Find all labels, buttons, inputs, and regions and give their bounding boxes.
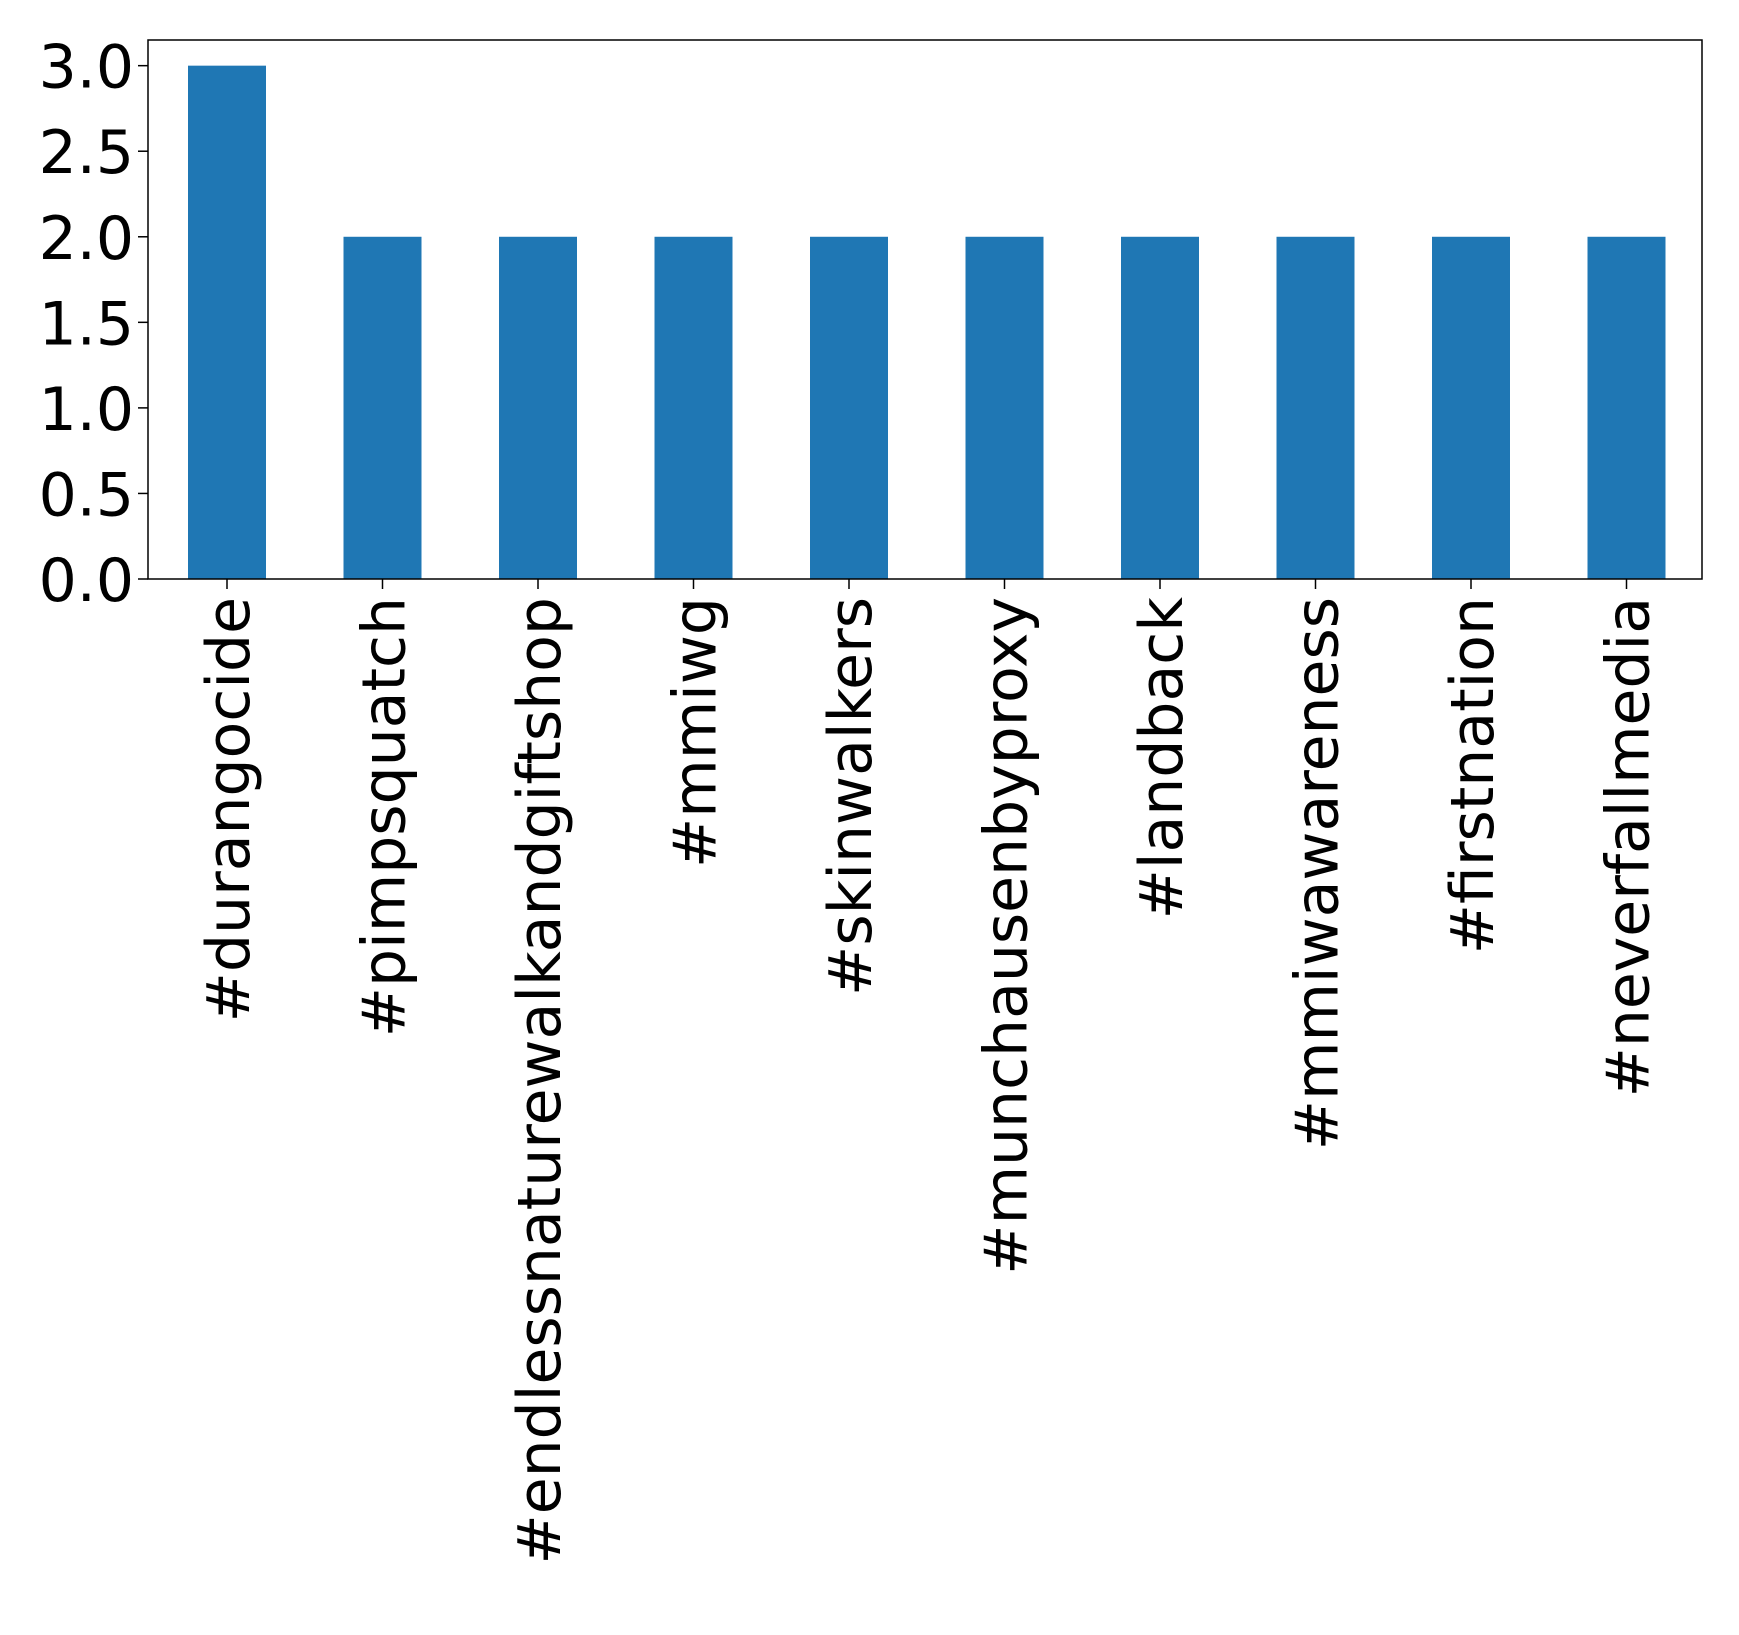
plot-area-frame	[147, 39, 1703, 580]
x-tick-label: #durangocide	[194, 597, 264, 1022]
bar-munchausenbyproxy	[965, 236, 1044, 579]
bar-durangocide	[188, 65, 266, 579]
bar-firstnation	[1432, 236, 1510, 579]
y-tick-label: 1.5	[39, 289, 134, 359]
x-tick-label: #mmiwawareness	[1283, 597, 1353, 1150]
y-tick-label: 3.0	[39, 33, 134, 103]
x-tick-label: #mmiwg	[661, 597, 731, 868]
bar-endlessnaturewalkandgiftshop	[499, 236, 577, 579]
x-tick-label: #landback	[1127, 597, 1197, 920]
x-tick-label: #pimpsquatch	[350, 597, 420, 1037]
y-tick-label: 2.0	[39, 204, 134, 274]
bar-landback	[1121, 236, 1199, 579]
x-tick-label: #firstnation	[1438, 597, 1508, 954]
y-tick-label: 0.5	[39, 460, 134, 530]
y-tick-label: 1.0	[39, 375, 134, 445]
y-axis: 0.0 0.5 1.0 1.5 2.0 2.5 3.0	[39, 33, 148, 616]
x-tick-label: #munchausenbyproxy	[972, 597, 1042, 1275]
x-tick-label: #neverfallmedia	[1594, 597, 1664, 1097]
bar-mmiwawareness	[1276, 236, 1355, 579]
bar-pimpsquatch	[343, 236, 422, 579]
bar-skinwalkers	[810, 236, 888, 579]
x-tick-label: #endlessnaturewalkandgiftshop	[505, 597, 575, 1565]
bar-mmiwg	[654, 236, 733, 579]
x-tick-label: #skinwalkers	[816, 597, 886, 996]
y-tick-label: 2.5	[39, 118, 134, 188]
bar-neverfallmedia	[1587, 236, 1666, 579]
y-tick-label: 0.0	[39, 546, 134, 616]
x-axis: #durangocide #pimpsquatch #endlessnaturewa…	[194, 579, 1664, 1565]
bars-group	[188, 65, 1666, 579]
